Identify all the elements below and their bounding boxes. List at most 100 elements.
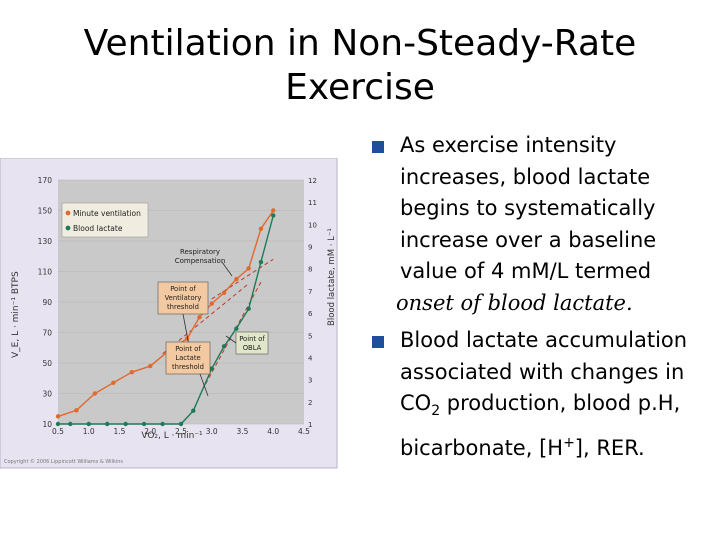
bullet-item-2: Blood lactate accumulation associated wi… [372,325,712,464]
bullet-2-text-c: ], RER. [574,435,645,460]
point-lactate-1 [68,421,73,427]
x-axis-label: VO₂, L · min⁻¹ [141,431,203,441]
obla-line-2: OBLA [243,344,262,352]
ventilation-chart: 0.5 1.0 1.5 2.0 2.5 3.0 3.5 4.0 4.5 103050709011… [0,158,338,469]
point-lactate-9 [209,366,214,371]
point-lactate-11 [234,326,239,331]
y-right-tick-10: 11 [308,199,317,207]
bullet-1-text: As exercise intensity increases, blood l… [400,133,657,283]
bullet-2-text-a: Blood lactate accumulation associated wi… [400,328,688,415]
x-tick-5: 3.0 [206,427,218,436]
y-right-tick-2: 3 [308,377,312,385]
point-ventilation-3 [111,380,116,386]
y-right-tick-6: 7 [308,288,312,296]
bullet-item-1: As exercise intensity increases, blood l… [372,130,712,319]
point-ventilation-11 [234,276,239,282]
y-right-tick-0: 1 [308,421,312,429]
title-line-2: Exercise [285,67,435,108]
x-tick-7: 4.0 [267,427,279,436]
point-ventilation-0 [55,414,61,419]
point-lactate-12 [246,306,251,311]
point-lactate-10 [221,344,227,349]
y-right-axis-label: Blood lactate, mM · L⁻¹ [327,228,337,326]
point-ventilation-13 [258,226,264,231]
x-tick-8: 4.5 [298,427,310,436]
y-left-tick-3: 70 [42,329,52,338]
y-left-axis-label: V_E, L · min⁻¹ BTPS [11,271,21,358]
lactate-threshold-box [165,341,211,375]
point-lactate-4 [123,421,128,427]
bullet-2-text-b: production, blood p.H, bicarbonate, [H [400,391,681,460]
x-tick-3: 2.0 [144,427,156,436]
y-left-tick-1: 30 [42,390,52,399]
resp-comp-dash [211,258,274,300]
vent-threshold-dash [162,283,249,355]
y-right-tick-7: 8 [308,266,312,274]
y-left-tick-4: 90 [42,298,52,307]
slide-title: Ventilation in Non-Steady-Rate Exercise [40,22,680,110]
title-line-1: Ventilation in Non-Steady-Rate [83,23,637,64]
y-right-tick-1: 2 [308,399,312,407]
x-tick-6: 3.5 [237,427,249,436]
obla-line-1: Point of [239,335,265,343]
point-ventilation-8 [197,315,202,320]
lactate-threshold-line-1: Point of [175,345,201,353]
y-left-tick-0: 10 [42,420,52,429]
point-lactate-2 [86,421,91,427]
point-ventilation-12 [246,266,251,271]
y-left-tick-2: 50 [42,359,52,368]
point-ventilation-14 [271,208,276,213]
point-ventilation-2 [92,391,98,396]
y-left-tick-6: 130 [38,237,53,246]
legend-label-lactate: Blood lactate [73,224,123,233]
figure-credit: Copyright © 2006 Lippincott Williams & W… [4,458,123,465]
x-tick-2: 1.5 [114,427,126,436]
point-lactate-0 [55,421,61,427]
x-tick-4: 2.5 [175,427,187,436]
resp-comp-line-1: Respiratory [180,248,220,256]
point-lactate-13 [258,259,264,265]
legend-marker-lactate [65,225,71,231]
legend-label-ventilation: Minute ventilation [73,209,141,218]
point-lactate-5 [141,421,147,427]
bullet-list: As exercise intensity increases, blood l… [372,130,712,464]
y-right-tick-11: 12 [308,177,317,185]
bullet-1-emphasis: onset of blood lactate. [396,290,633,315]
vent-threshold-box [157,281,209,315]
y-left-tick-5: 110 [38,268,53,277]
point-ventilation-10 [221,290,227,296]
y-left-tick-7: 150 [38,207,53,216]
y-right-tick-8: 9 [308,244,312,252]
y-right-tick-5: 6 [308,310,313,318]
point-lactate-6 [160,421,165,427]
square-bullet-icon [372,141,384,153]
point-lactate-3 [105,421,110,427]
square-bullet-icon [372,336,384,348]
vent-threshold-line-2: Ventilatory [165,294,202,302]
x-tick-0: 0.5 [52,427,64,436]
x-tick-labels: 0.5 1.0 1.5 2.0 2.5 3.0 3.5 4.0 4.5 [52,427,310,436]
lactate-threshold-pointer [199,373,209,397]
point-ventilation-5 [148,363,153,369]
y-right-tick-9: 10 [308,221,317,229]
y-left-tick-8: 170 [38,176,53,185]
vent-threshold-line-1: Point of [170,285,196,293]
bullet-2-subscript: 2 [431,403,441,419]
point-ventilation-4 [129,369,134,375]
legend-marker-ventilation [65,210,71,216]
point-lactate-7 [178,421,184,427]
point-ventilation-9 [209,301,214,306]
y-right-tick-3: 4 [308,354,313,362]
y-left-tick-labels: 10 30 50 70 90 110 130 150 170 [38,176,53,429]
vent-threshold-line-3: threshold [167,303,199,311]
legend-box [61,202,149,238]
point-lactate-8 [191,408,196,413]
y-right-tick-4: 5 [308,332,312,340]
point-lactate-14 [271,213,276,218]
obla-pointer [225,335,237,344]
resp-comp-line-2: Compensation [175,257,226,265]
point-ventilation-1 [74,408,79,413]
resp-comp-pointer [221,261,233,277]
lactate-threshold-line-2: Lactate [175,354,200,362]
